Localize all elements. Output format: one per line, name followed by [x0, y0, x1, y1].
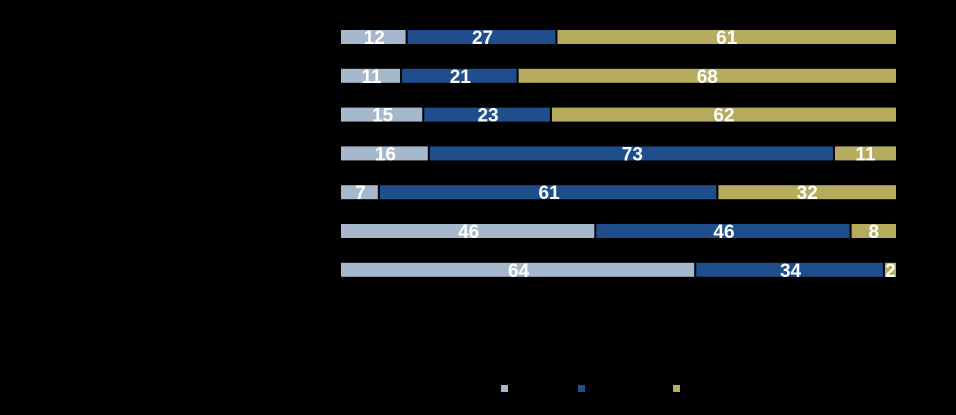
data-label-row6-series1: 46 — [458, 222, 479, 243]
data-label-row4-series3: 11 — [855, 144, 876, 165]
data-label-row3-series1: 15 — [372, 106, 394, 127]
bar-segment-row4-series3 — [834, 146, 896, 161]
data-label-row2-series3: 68 — [697, 67, 718, 88]
data-label-row3-series3: 62 — [713, 106, 734, 127]
legend-swatch-series1 — [501, 385, 508, 392]
data-label-row7-series1: 64 — [508, 261, 530, 282]
bar-segment-row1-series1 — [341, 30, 406, 44]
bar-segment-row7-series1 — [341, 262, 695, 277]
bar-segment-row1-series2 — [407, 30, 556, 44]
data-label-row3-series2: 23 — [477, 106, 498, 127]
bar-segment-row6-series3 — [851, 224, 896, 238]
data-label-row5-series2: 61 — [539, 183, 561, 204]
bar-segment-row5-series1 — [341, 185, 378, 200]
legend — [501, 385, 680, 392]
data-label-row5-series3: 32 — [797, 183, 818, 204]
data-label-row6-series3: 8 — [869, 222, 880, 243]
data-label-row5-series1: 7 — [355, 183, 366, 204]
bar-segment-row3-series2 — [424, 107, 550, 122]
bar-segment-row3-series1 — [341, 107, 423, 122]
data-label-row4-series1: 16 — [375, 144, 396, 165]
bar-segment-row6-series2 — [596, 224, 850, 238]
data-label-row1-series3: 61 — [716, 28, 738, 49]
bar-segment-row4-series2 — [429, 146, 833, 161]
bar-segment-row7-series2 — [696, 262, 883, 277]
bar-segment-row3-series3 — [551, 107, 896, 122]
data-label-row2-series2: 21 — [450, 67, 472, 88]
bar-segment-row1-series3 — [557, 30, 896, 44]
data-label-row2-series1: 11 — [361, 67, 382, 88]
bar-segment-row4-series1 — [341, 146, 428, 161]
data-label-row1-series2: 27 — [472, 28, 493, 49]
data-label-row4-series2: 73 — [622, 144, 643, 165]
bar-segment-row5-series2 — [379, 185, 717, 200]
bar-segment-row7-series3 — [884, 262, 896, 277]
plot-area — [341, 30, 896, 277]
data-label-row6-series2: 46 — [713, 222, 734, 243]
bar-segment-row5-series3 — [718, 185, 896, 200]
bar-segment-row2-series2 — [402, 68, 517, 83]
data-label-row1-series1: 12 — [364, 28, 385, 49]
data-label-row7-series2: 34 — [780, 261, 802, 282]
bar-segment-row2-series1 — [341, 68, 401, 83]
legend-swatch-series3 — [673, 385, 680, 392]
legend-swatch-series2 — [578, 385, 585, 392]
data-labels: 12 27 61 11 21 68 15 23 62 16 73 11 7 61 32 46 46 8 64 34 2 — [355, 28, 896, 282]
bar-segment-row2-series3 — [518, 68, 896, 83]
data-label-row7-series3: 2 — [885, 261, 896, 282]
bar-segment-row6-series1 — [341, 224, 595, 238]
